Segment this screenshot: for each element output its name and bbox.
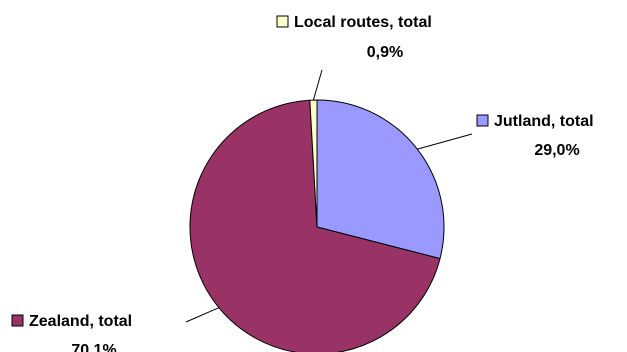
label-zealand-value: 70,1% xyxy=(71,342,116,352)
leader-lines xyxy=(185,69,473,323)
label-jutland-name: Jutland, total xyxy=(494,113,594,130)
label-swatch-jutland xyxy=(476,114,489,127)
leader-line-jutland xyxy=(417,133,473,150)
pie-slices xyxy=(189,99,445,352)
label-local-routes-value: 0,9% xyxy=(367,44,403,61)
label-local-routes: Local routes, total 0,9% xyxy=(276,14,432,61)
leader-line-local-routes xyxy=(312,69,323,101)
pie-slice-zealand xyxy=(189,99,441,352)
label-swatch-local-routes xyxy=(276,15,289,28)
leader-line-zealand xyxy=(185,307,220,323)
label-zealand-name: Zealand, total xyxy=(29,313,132,330)
label-zealand: Zealand, total 70,1% xyxy=(11,313,132,352)
label-swatch-zealand xyxy=(11,314,24,327)
label-jutland: Jutland, total 29,0% xyxy=(476,113,594,159)
label-jutland-value: 29,0% xyxy=(534,142,579,159)
pie-slice-jutland xyxy=(316,99,445,260)
label-local-routes-name: Local routes, total xyxy=(294,14,432,31)
